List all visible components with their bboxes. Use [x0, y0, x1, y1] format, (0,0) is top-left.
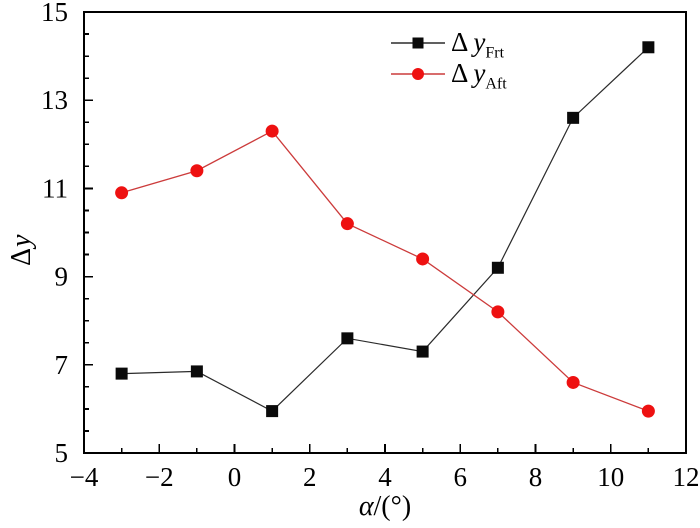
series-line [121, 130, 649, 412]
svg-text:13: 13 [41, 85, 68, 115]
svg-text:5: 5 [55, 438, 69, 468]
legend-circle-marker-icon [412, 67, 424, 80]
data-point-square [266, 405, 279, 418]
data-point-circle [115, 186, 129, 200]
data-point-square [341, 332, 354, 345]
data-point-square [115, 367, 128, 380]
y-axis-title-delta: Δ [6, 247, 37, 266]
svg-text:8: 8 [529, 462, 543, 492]
data-point-circle [265, 124, 279, 138]
svg-text:7: 7 [55, 350, 69, 380]
y-axis-title-var: y [6, 234, 37, 247]
data-point-square [416, 345, 429, 358]
data-point-square [642, 41, 655, 54]
x-axis-title-units: /(°) [373, 491, 412, 522]
data-point-circle [566, 375, 580, 389]
data-point-square [567, 111, 580, 124]
svg-text:−4: −4 [70, 462, 99, 492]
svg-text:0: 0 [228, 462, 242, 492]
x-axis-title-var: α [358, 491, 374, 522]
svg-text:4: 4 [378, 462, 392, 492]
plot-frame [82, 10, 688, 455]
data-point-circle [491, 305, 505, 319]
data-point-square [190, 365, 203, 378]
svg-text:6: 6 [454, 462, 468, 492]
svg-text:15: 15 [41, 0, 68, 27]
x-axis-ticks [83, 444, 687, 453]
legend-swatch-frt [391, 37, 445, 48]
data-point-circle [340, 217, 354, 231]
series-frt [115, 41, 655, 418]
svg-text:−2: −2 [145, 462, 174, 492]
legend-swatch-aft [391, 67, 445, 80]
data-point-circle [190, 164, 204, 178]
data-point-square [491, 261, 504, 274]
svg-text:11: 11 [42, 173, 68, 203]
y-axis-title: Δy [6, 235, 38, 266]
x-axis-title: α/(°) [305, 491, 465, 523]
svg-text:10: 10 [597, 462, 624, 492]
y-axis-ticks [84, 11, 93, 454]
data-point-circle [416, 252, 430, 266]
svg-text:2: 2 [303, 462, 317, 492]
legend-square-marker-icon [412, 37, 424, 48]
svg-text:9: 9 [55, 262, 69, 292]
series-aft [115, 124, 655, 418]
svg-text:12: 12 [673, 462, 700, 492]
x-axis-tick-labels: −4 −2 0 2 4 6 8 10 12 [70, 462, 700, 492]
series-line [121, 46, 649, 412]
data-point-circle [641, 404, 655, 418]
y-axis-tick-labels: 5 7 9 11 13 15 [41, 0, 68, 468]
